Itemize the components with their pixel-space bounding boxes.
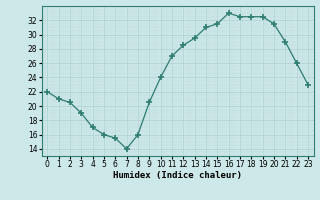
X-axis label: Humidex (Indice chaleur): Humidex (Indice chaleur) (113, 171, 242, 180)
